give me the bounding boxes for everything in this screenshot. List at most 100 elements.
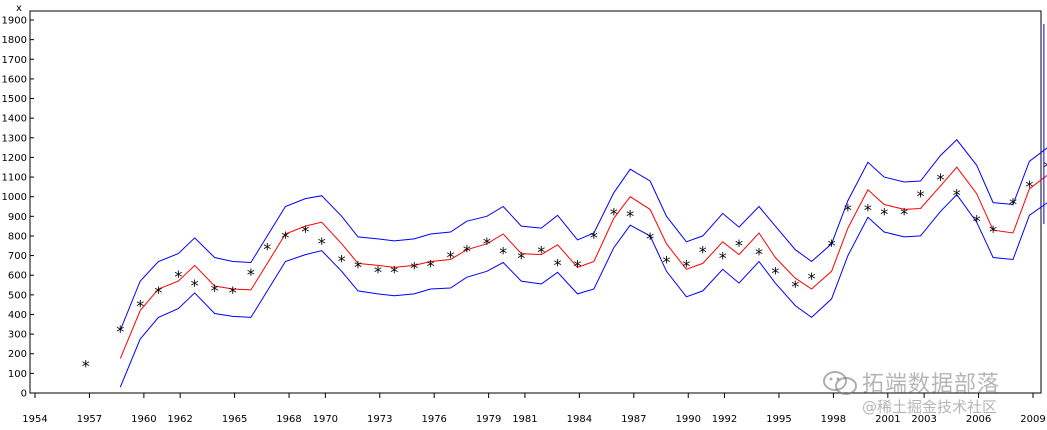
x-tick-label: 1990 <box>676 414 701 425</box>
y-tick-label: 1900 <box>2 16 27 27</box>
plot-frame <box>29 10 1042 394</box>
observed-point: * <box>936 170 944 189</box>
watermark-title: 拓端数据部落 <box>862 372 1001 397</box>
observed-point: * <box>82 357 90 376</box>
observed-point: * <box>900 204 908 223</box>
observed-point: * <box>447 248 455 267</box>
observed-point: * <box>281 228 289 247</box>
observed-point: * <box>116 322 124 341</box>
observed-point: * <box>410 258 418 277</box>
observed-point: * <box>427 256 435 275</box>
observed-point: * <box>864 200 872 219</box>
observed-point: * <box>263 240 271 259</box>
observed-point: * <box>247 265 255 284</box>
x-tick-label: 1970 <box>313 414 338 425</box>
observed-point: * <box>791 277 799 296</box>
observed-point: * <box>318 234 326 253</box>
observed-point: * <box>1025 177 1033 196</box>
watermark-subtitle: @稀土掘金技术社区 <box>862 398 998 416</box>
observed-point: * <box>354 257 362 276</box>
observed-point: * <box>390 262 398 281</box>
y-tick-label: 1500 <box>2 94 27 105</box>
y-tick-label: 0 <box>21 389 27 400</box>
y-tick-label: 500 <box>8 290 27 301</box>
observed-point: * <box>463 242 471 261</box>
x-axis: 1954 1957 1960 1962 1965 1968 1970 1973 1976 1979… <box>22 393 1046 425</box>
x-tick-label: 2001 <box>875 414 900 425</box>
observed-point: * <box>880 204 888 223</box>
observed-point: * <box>483 234 491 253</box>
observed-point: * <box>136 297 144 316</box>
y-tick-label: 1700 <box>2 55 27 66</box>
y-tick-label: 400 <box>8 310 27 321</box>
observed-point: * <box>735 236 743 255</box>
y-tick-label: 1100 <box>2 173 27 184</box>
y-tick-label: 1800 <box>2 35 27 46</box>
observed-point: * <box>916 187 924 206</box>
x-tick-label: 1995 <box>766 414 791 425</box>
observed-point: * <box>646 229 654 248</box>
observed-point: * <box>953 186 961 205</box>
observed-point: * <box>755 245 763 264</box>
x-tick-label: 1981 <box>512 414 537 425</box>
x-tick-label: 1957 <box>77 414 102 425</box>
observed-point: * <box>610 204 618 223</box>
x-tick-label: 2009 <box>1020 414 1045 425</box>
observed-point: * <box>973 211 981 230</box>
observed-point: * <box>301 222 309 241</box>
y-tick-label: 800 <box>8 231 27 242</box>
observed-point: * <box>844 200 852 219</box>
observed-point: * <box>154 283 162 302</box>
y-tick-label: 1200 <box>2 153 27 164</box>
observed-point: * <box>338 252 346 271</box>
observed-point: * <box>590 228 598 247</box>
x-tick-label: 1987 <box>621 414 646 425</box>
y-tick-label: 1400 <box>2 114 27 125</box>
observed-point: * <box>374 262 382 281</box>
observed-point: * <box>771 263 779 282</box>
observed-point: * <box>828 236 836 255</box>
y-tick-label: 600 <box>8 271 27 282</box>
observed-point: * <box>699 243 707 262</box>
series-layer <box>119 23 1047 388</box>
upper-bound-line <box>119 139 1047 331</box>
x-tick-label: 1968 <box>276 414 301 425</box>
x-tick-label: 1954 <box>22 414 47 425</box>
observed-point: * <box>626 206 634 225</box>
observed-point: * <box>574 256 582 275</box>
observed-point: * <box>517 249 525 268</box>
x-tick-label: 1976 <box>421 414 446 425</box>
x-tick-label: 1960 <box>131 414 156 425</box>
y-tick-label: 1600 <box>2 74 27 85</box>
y-tick-label: 1000 <box>2 192 27 203</box>
y-axis-label: x <box>16 3 22 14</box>
x-tick-label: 1984 <box>567 414 592 425</box>
observed-markers: * * * * * * * * * * * * * * * * * * * * * * * * * * * * * * * * * * * * * * * *… <box>82 157 1047 375</box>
y-axis: 0 100 200 300 400 500 600 700 800 900 1000 1100 1200… <box>2 16 34 400</box>
observed-point: * <box>682 256 690 275</box>
observed-point: * <box>1044 157 1047 176</box>
observed-point: * <box>989 222 997 241</box>
x-tick-label: 2006 <box>966 414 991 425</box>
y-tick-label: 100 <box>8 369 27 380</box>
y-tick-label: 1300 <box>2 133 27 144</box>
x-tick-label: 1979 <box>476 414 501 425</box>
observed-point: * <box>808 269 816 288</box>
y-tick-label: 900 <box>8 212 27 223</box>
observed-point: * <box>211 281 219 300</box>
x-tick-label: 1998 <box>821 414 846 425</box>
x-tick-label: 1965 <box>222 414 247 425</box>
wechat-icon <box>823 371 857 395</box>
forecast-line <box>119 166 1047 359</box>
observed-point: * <box>1009 195 1017 214</box>
x-tick-label: 1962 <box>167 414 192 425</box>
observed-point: * <box>229 283 237 302</box>
observed-point: * <box>554 255 562 274</box>
observed-point: * <box>719 249 727 268</box>
y-tick-label: 300 <box>8 330 27 341</box>
x-tick-label: 1992 <box>712 414 737 425</box>
lower-bound-line <box>119 193 1047 388</box>
y-tick-label: 700 <box>8 251 27 262</box>
x-tick-label: 1973 <box>367 414 392 425</box>
